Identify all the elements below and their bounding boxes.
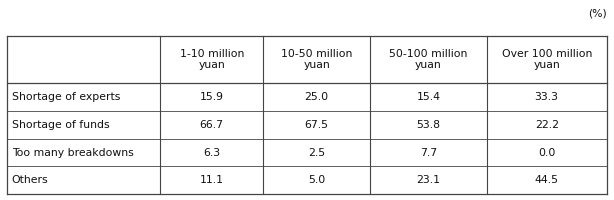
Text: 22.2: 22.2	[535, 120, 559, 130]
Text: Shortage of funds: Shortage of funds	[12, 120, 109, 130]
Text: 33.3: 33.3	[535, 92, 559, 102]
Text: 67.5: 67.5	[305, 120, 328, 130]
Text: 2.5: 2.5	[308, 148, 325, 158]
Text: 11.1: 11.1	[200, 175, 223, 185]
Text: 10-50 million
yuan: 10-50 million yuan	[281, 49, 352, 71]
Text: 25.0: 25.0	[305, 92, 328, 102]
Text: 23.1: 23.1	[416, 175, 440, 185]
Text: 15.9: 15.9	[200, 92, 223, 102]
Text: 50-100 million
yuan: 50-100 million yuan	[389, 49, 467, 71]
Text: 7.7: 7.7	[420, 148, 437, 158]
Text: 6.3: 6.3	[203, 148, 220, 158]
Text: Shortage of experts: Shortage of experts	[12, 92, 120, 102]
Text: Others: Others	[12, 175, 49, 185]
Text: 44.5: 44.5	[535, 175, 559, 185]
Text: (%): (%)	[588, 8, 607, 18]
Text: 5.0: 5.0	[308, 175, 325, 185]
Text: 15.4: 15.4	[416, 92, 440, 102]
Text: Over 100 million
yuan: Over 100 million yuan	[502, 49, 592, 71]
Text: 66.7: 66.7	[200, 120, 223, 130]
Text: 1-10 million
yuan: 1-10 million yuan	[179, 49, 244, 71]
Text: 53.8: 53.8	[416, 120, 440, 130]
Text: Too many breakdowns: Too many breakdowns	[12, 148, 133, 158]
Text: 0.0: 0.0	[538, 148, 556, 158]
